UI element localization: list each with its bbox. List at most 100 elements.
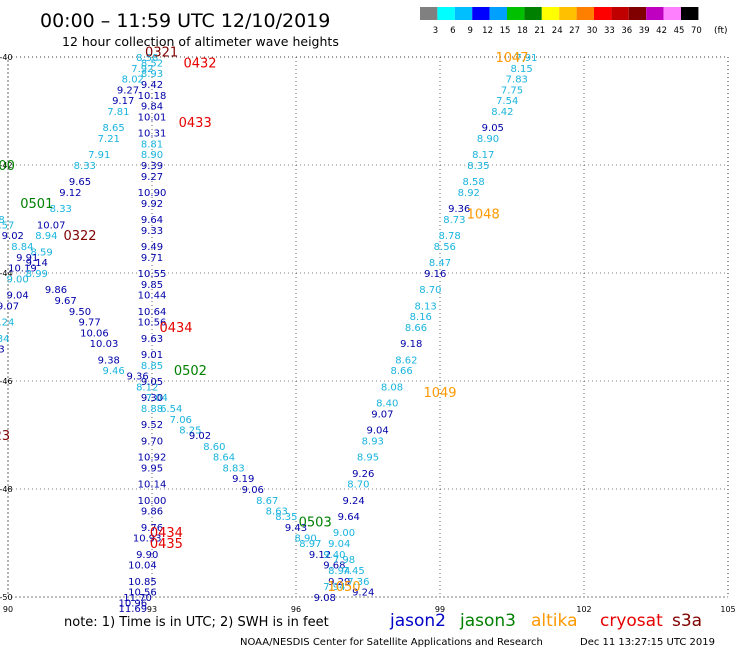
swh-value-label: 8.58 — [462, 177, 484, 188]
y-axis-ticks: -40 -42 -44 -46 -48 -50 — [0, 53, 13, 602]
swh-value-label: 10.85 — [128, 577, 157, 588]
swh-value-label: 10.01 — [138, 112, 167, 123]
swh-value-label: 8.73 — [443, 215, 465, 226]
pass-time-label: 0323 — [0, 429, 10, 444]
swh-value-label: 10.44 — [138, 291, 167, 302]
swh-value-label: 10.55 — [138, 269, 167, 280]
color-scale-tick: 24 — [552, 26, 563, 36]
satellite-legend: jason2 jason3 altika cryosat s3a — [389, 611, 702, 631]
swh-value-label: 8.15 — [510, 64, 532, 75]
color-scale-tick: 30 — [587, 26, 598, 36]
time-annotations: 0321 0432 0433 0500 0501 0322 1047 1048 0434 0502… — [0, 46, 529, 596]
swh-value-label: 9.24 — [342, 496, 364, 507]
color-swatch — [541, 7, 560, 20]
swh-value-label: 9.36 — [126, 372, 148, 383]
swh-value-label: 8.90 — [141, 150, 163, 161]
swh-value-label: 8.56 — [434, 242, 456, 253]
swh-value-label: 9.85 — [141, 280, 163, 291]
swh-value-label: 7.94 — [323, 582, 345, 593]
swh-value-label: 7.45 — [342, 566, 364, 577]
pass-time-label: 1048 — [467, 208, 500, 223]
color-swatch — [420, 7, 438, 20]
swh-value-label: 9.63 — [0, 345, 5, 356]
color-swatch — [489, 7, 507, 20]
swh-value-label: 10.56 — [138, 318, 167, 329]
swh-value-label: 9.04 — [328, 539, 350, 550]
pass-time-label: 0502 — [174, 364, 207, 379]
swh-value-label: 9.86 — [45, 285, 67, 296]
pass-time-label: 0503 — [299, 515, 332, 530]
color-scale-tick: 45 — [674, 26, 685, 36]
x-axis-ticks: 90 93 96 99 102 105 — [3, 605, 736, 614]
swh-value-label: 7.21 — [98, 134, 120, 145]
swh-value-label: 9.05 — [141, 377, 163, 388]
swh-value-label: 8.81 — [141, 139, 163, 150]
swh-value-label: 8.92 — [458, 188, 480, 199]
swh-value-label: 8.33 — [74, 161, 96, 172]
swh-value-label: 9.27 — [141, 172, 163, 183]
swh-value-label: 10.93 — [133, 534, 162, 545]
pass-time-label: 0432 — [183, 56, 216, 71]
swh-value-label: 9.92 — [141, 199, 163, 210]
color-scale-tick: 21 — [534, 26, 545, 36]
color-swatch — [559, 7, 577, 20]
swh-value-label: 7.36 — [347, 577, 369, 588]
swh-value-label: 8.70 — [347, 480, 369, 491]
color-scale-tick: 70 — [691, 26, 702, 36]
swh-value-label: 7.83 — [506, 75, 528, 86]
swh-value-label: 9.07 — [0, 301, 19, 312]
swh-value-label: 9.04 — [366, 426, 388, 437]
pass-time-label: 1050 — [327, 580, 360, 595]
color-swatch — [663, 7, 681, 20]
swh-value-label: 9.16 — [424, 269, 446, 280]
x-tick-label: 99 — [435, 605, 445, 614]
swh-value-label: 9.07 — [371, 409, 393, 420]
swh-value-label: 8.84 — [11, 242, 33, 253]
swh-value-label: 9.64 — [141, 215, 163, 226]
swh-value-label: 8.58 — [136, 53, 158, 64]
swh-value-label: 9.84 — [141, 102, 163, 113]
swh-value-label: 8.83 — [222, 463, 244, 474]
color-swatch — [507, 7, 525, 20]
swh-value-label: 8.99 — [26, 269, 48, 280]
swh-value-label: 8.65 — [102, 123, 124, 134]
wave-height-labels: 8.587.928.029.279.177.818.657.217.918.33… — [0, 53, 538, 615]
x-tick-label: 93 — [147, 605, 157, 614]
swh-value-label: 8.02 — [122, 75, 144, 86]
swh-value-label: 8.97 — [299, 539, 321, 550]
swh-value-label: 7.91 — [515, 53, 537, 64]
swh-value-label: 9.08 — [314, 593, 336, 604]
pass-time-label: 0435 — [150, 537, 183, 552]
swh-value-label: 8.12 — [136, 382, 158, 393]
color-swatch — [524, 7, 542, 20]
y-tick-label: -46 — [0, 377, 13, 386]
swh-value-label: 9.65 — [69, 177, 91, 188]
swh-value-label: 8.95 — [357, 453, 379, 464]
satellite-legend-jason2: jason2 — [389, 611, 446, 631]
color-scale-tick: 39 — [639, 26, 650, 36]
swh-value-label: 8.16 — [410, 312, 432, 323]
swh-value-label: 9.18 — [400, 339, 422, 350]
swh-value-label: 9.06 — [242, 485, 264, 496]
swh-value-label: 9.91 — [16, 253, 38, 264]
swh-value-label: 10.06 — [80, 328, 109, 339]
swh-value-label: 9.95 — [141, 463, 163, 474]
color-scale-legend: 3 6 9 12 15 18 21 24 27 30 33 36 39 42 45 70 — [420, 7, 702, 36]
swh-value-label: 9.12 — [309, 550, 331, 561]
swh-value-label: 6.54 — [160, 404, 182, 415]
y-tick-label: -42 — [0, 161, 13, 170]
swh-value-label: 9.64 — [338, 512, 360, 523]
swh-value-label: 8.24 — [0, 318, 14, 329]
swh-value-label: 8.52 — [141, 58, 163, 69]
chart-subtitle: 12 hour collection of altimeter wave hei… — [62, 34, 339, 49]
swh-value-label: 9.04 — [6, 291, 28, 302]
pass-time-label: 1047 — [495, 51, 528, 66]
x-tick-label: 96 — [291, 605, 301, 614]
swh-value-label: 9.27 — [117, 85, 139, 96]
swh-value-label: 8.47 — [429, 258, 451, 269]
swh-value-label: 8.35 — [275, 512, 297, 523]
swh-value-label: 8.40 — [376, 399, 398, 410]
swh-value-label: 9.49 — [141, 242, 163, 253]
plot-grid — [7, 56, 729, 598]
